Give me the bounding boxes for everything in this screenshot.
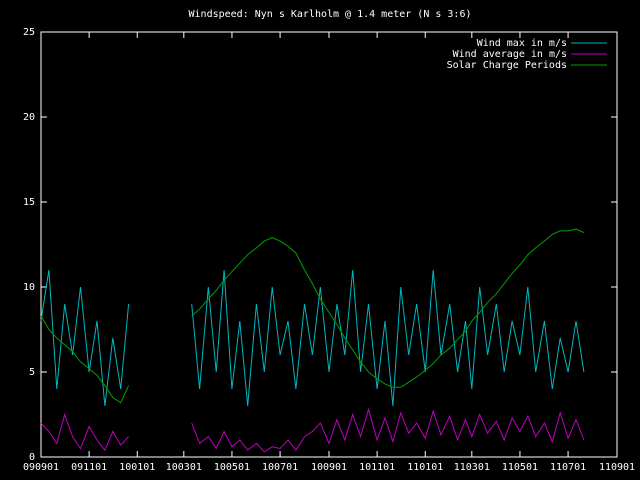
x-tick-label: 100701: [262, 462, 298, 473]
y-tick-label: 5: [29, 367, 35, 378]
legend-label: Wind average in m/s: [453, 49, 567, 60]
x-tick-label: 100101: [119, 462, 155, 473]
y-tick-label: 25: [23, 27, 35, 38]
chart-title: Windspeed: Nyn s Karlholm @ 1.4 meter (N…: [189, 9, 472, 20]
x-tick-label: 100501: [214, 462, 250, 473]
y-tick-label: 0: [29, 452, 35, 463]
plot-border: [40, 31, 618, 458]
x-tick-label: 110301: [454, 462, 490, 473]
series-line: [40, 269, 585, 407]
y-tick-label: 15: [23, 197, 35, 208]
y-tick-label: 10: [23, 282, 35, 293]
x-tick-label: 110901: [599, 462, 635, 473]
series-line: [40, 407, 585, 453]
x-tick-label: 110501: [502, 462, 538, 473]
series-line: [40, 228, 585, 404]
x-tick-label: 101101: [359, 462, 395, 473]
x-tick-label: 110701: [550, 462, 586, 473]
legend-label: Wind max in m/s: [477, 38, 567, 49]
x-tick-label: 100301: [166, 462, 202, 473]
x-tick-label: 100901: [311, 462, 347, 473]
x-tick-label: 091101: [71, 462, 107, 473]
x-tick-label: 090901: [23, 462, 59, 473]
x-tick-label: 110101: [407, 462, 443, 473]
y-tick-label: 20: [23, 112, 35, 123]
legend-label: Solar Charge Periods: [447, 60, 567, 71]
